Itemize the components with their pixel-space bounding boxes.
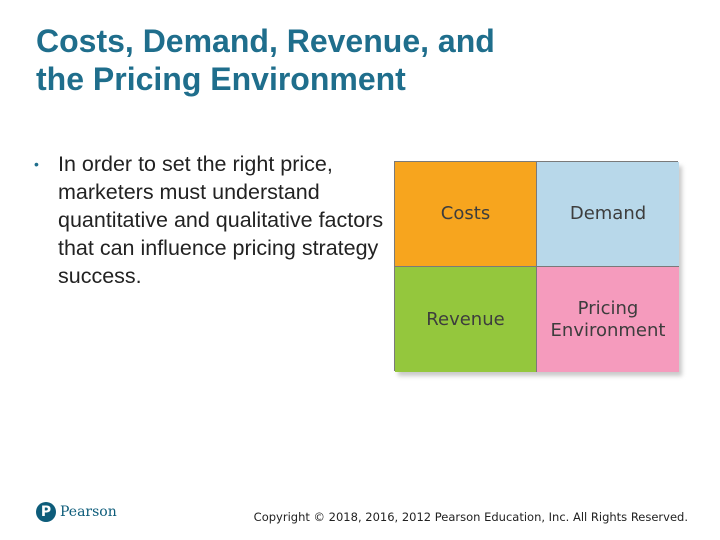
quadrant-pricing-environment-label: Pricing Environment: [550, 297, 666, 341]
slide-title-line-2: the Pricing Environment: [36, 61, 406, 97]
quadrant-demand: Demand: [537, 162, 679, 267]
quadrant-revenue: Revenue: [395, 267, 537, 372]
quadrant-pricing-environment: Pricing Environment: [537, 267, 679, 372]
quadrant-revenue-label: Revenue: [426, 308, 505, 330]
quadrant-grid: Costs Demand Revenue Pricing Environment: [394, 161, 679, 372]
pearson-logo-text: Pearson: [60, 504, 117, 520]
slide-title: Costs, Demand, Revenue, and the Pricing …: [36, 22, 676, 98]
pearson-logo: P Pearson: [36, 502, 117, 522]
slide-title-line-1: Costs, Demand, Revenue, and: [36, 23, 495, 59]
bullet-text: In order to set the right price, markete…: [58, 152, 384, 288]
bullet-point: • In order to set the right price, marke…: [34, 150, 384, 290]
copyright-notice: Copyright © 2018, 2016, 2012 Pearson Edu…: [253, 510, 688, 524]
quadrant-demand-label: Demand: [569, 203, 647, 224]
quadrant-costs-label: Costs: [440, 203, 491, 224]
quadrant-costs: Costs: [395, 162, 537, 267]
bullet-symbol: •: [34, 156, 39, 172]
pearson-logo-icon: P: [36, 502, 56, 522]
